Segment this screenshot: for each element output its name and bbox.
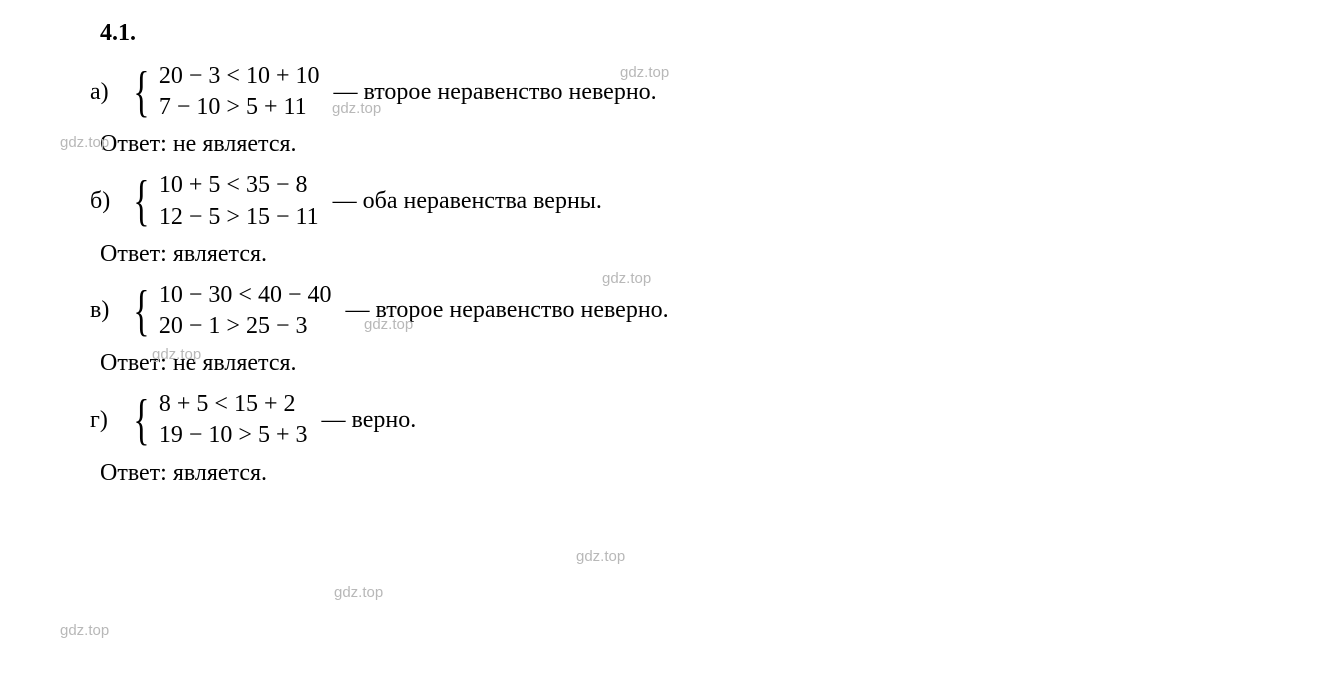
left-brace-icon: { bbox=[133, 286, 149, 336]
problem-row: а) { 20 − 3 < 10 + 10 7 − 10 > 5 + 11 —в… bbox=[90, 61, 1272, 123]
answer-value: является. bbox=[173, 460, 267, 486]
system-lines: 10 − 30 < 40 − 40 20 − 1 > 25 − 3 bbox=[159, 280, 332, 342]
answer-value: не является. bbox=[173, 350, 297, 376]
left-brace-icon: { bbox=[133, 395, 149, 445]
comment-text: оба неравенства верны. bbox=[363, 188, 602, 214]
comment-text: второе неравенство неверно. bbox=[376, 297, 669, 323]
inequality-line-2: 7 − 10 > 5 + 11 bbox=[159, 92, 320, 123]
problem-comment: —верно. bbox=[322, 407, 417, 434]
inequality-line-1: 10 + 5 < 35 − 8 bbox=[159, 170, 319, 201]
dash-separator: — bbox=[333, 188, 357, 214]
system-lines: 10 + 5 < 35 − 8 12 − 5 > 15 − 11 bbox=[159, 170, 319, 232]
problem-label: в) bbox=[90, 297, 120, 324]
system-brace: { 10 − 30 < 40 − 40 20 − 1 > 25 − 3 bbox=[128, 280, 332, 342]
dash-separator: — bbox=[322, 407, 346, 433]
answer-label: Ответ: bbox=[100, 241, 173, 267]
watermark: gdz.top bbox=[60, 622, 109, 639]
problem-g: г) { 8 + 5 < 15 + 2 19 − 10 > 5 + 3 —вер… bbox=[60, 389, 1272, 451]
problem-comment: —второе неравенство неверно. bbox=[334, 79, 657, 106]
inequality-line-1: 20 − 3 < 10 + 10 bbox=[159, 61, 320, 92]
answer-label: Ответ: bbox=[100, 131, 173, 157]
answer-value: не является. bbox=[173, 131, 297, 157]
problem-row: б) { 10 + 5 < 35 − 8 12 − 5 > 15 − 11 —о… bbox=[90, 170, 1272, 232]
problem-label: б) bbox=[90, 188, 120, 215]
system-brace: { 8 + 5 < 15 + 2 19 − 10 > 5 + 3 bbox=[128, 389, 308, 451]
answer-label: Ответ: bbox=[100, 460, 173, 486]
comment-text: верно. bbox=[352, 407, 417, 433]
inequality-line-2: 19 − 10 > 5 + 3 bbox=[159, 420, 308, 451]
watermark: gdz.top bbox=[576, 548, 625, 565]
problem-comment: —оба неравенства верны. bbox=[333, 188, 602, 215]
problem-label: г) bbox=[90, 407, 120, 434]
comment-text: второе неравенство неверно. bbox=[364, 79, 657, 105]
inequality-line-1: 10 − 30 < 40 − 40 bbox=[159, 280, 332, 311]
dash-separator: — bbox=[346, 297, 370, 323]
inequality-line-2: 20 − 1 > 25 − 3 bbox=[159, 311, 332, 342]
answer-a: Ответ: не является. bbox=[100, 131, 1272, 158]
answer-g: Ответ: является. bbox=[100, 460, 1272, 487]
answer-label: Ответ: bbox=[100, 350, 173, 376]
problem-a: а) { 20 − 3 < 10 + 10 7 − 10 > 5 + 11 —в… bbox=[60, 61, 1272, 123]
problem-label: а) bbox=[90, 79, 120, 106]
problem-comment: —второе неравенство неверно. bbox=[346, 297, 669, 324]
left-brace-icon: { bbox=[133, 176, 149, 226]
problem-v: в) { 10 − 30 < 40 − 40 20 − 1 > 25 − 3 —… bbox=[60, 280, 1272, 342]
dash-separator: — bbox=[334, 79, 358, 105]
system-brace: { 20 − 3 < 10 + 10 7 − 10 > 5 + 11 bbox=[128, 61, 320, 123]
inequality-line-1: 8 + 5 < 15 + 2 bbox=[159, 389, 308, 420]
problem-row: г) { 8 + 5 < 15 + 2 19 − 10 > 5 + 3 —вер… bbox=[90, 389, 1272, 451]
problem-row: в) { 10 − 30 < 40 − 40 20 − 1 > 25 − 3 —… bbox=[90, 280, 1272, 342]
system-brace: { 10 + 5 < 35 − 8 12 − 5 > 15 − 11 bbox=[128, 170, 319, 232]
watermark: gdz.top bbox=[334, 584, 383, 601]
system-lines: 8 + 5 < 15 + 2 19 − 10 > 5 + 3 bbox=[159, 389, 308, 451]
answer-value: является. bbox=[173, 241, 267, 267]
inequality-line-2: 12 − 5 > 15 − 11 bbox=[159, 202, 319, 233]
section-number: 4.1. bbox=[100, 20, 1272, 47]
left-brace-icon: { bbox=[133, 67, 149, 117]
system-lines: 20 − 3 < 10 + 10 7 − 10 > 5 + 11 bbox=[159, 61, 320, 123]
answer-v: Ответ: не является. bbox=[100, 350, 1272, 377]
answer-b: Ответ: является. bbox=[100, 241, 1272, 268]
problem-b: б) { 10 + 5 < 35 − 8 12 − 5 > 15 − 11 —о… bbox=[60, 170, 1272, 232]
